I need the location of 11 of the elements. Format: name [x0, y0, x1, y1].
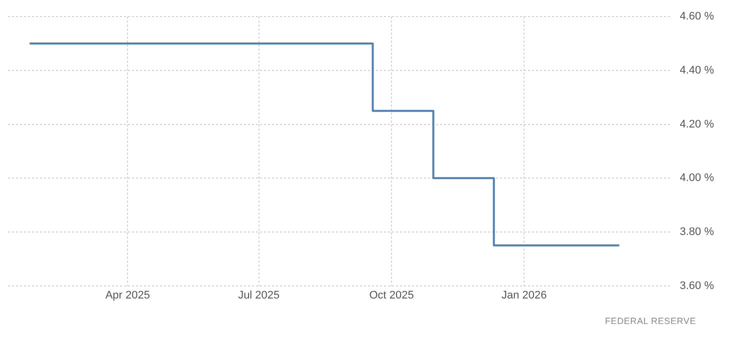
x-tick-label: Oct 2025: [369, 289, 414, 302]
x-tick-label: Jan 2026: [502, 289, 547, 302]
y-tick-label: 4.20 %: [680, 118, 714, 130]
y-tick-label: 3.80 %: [680, 226, 714, 238]
y-tick-label: 4.40 %: [680, 64, 714, 76]
y-tick-label: 4.60 %: [680, 10, 714, 23]
x-tick-label: Jul 2025: [238, 289, 280, 302]
y-tick-label: 3.60 %: [680, 280, 714, 292]
y-tick-label: 4.00 %: [680, 172, 714, 184]
x-tick-label: Apr 2025: [105, 289, 150, 302]
text: FEDERAL RESERVE: [604, 316, 696, 326]
